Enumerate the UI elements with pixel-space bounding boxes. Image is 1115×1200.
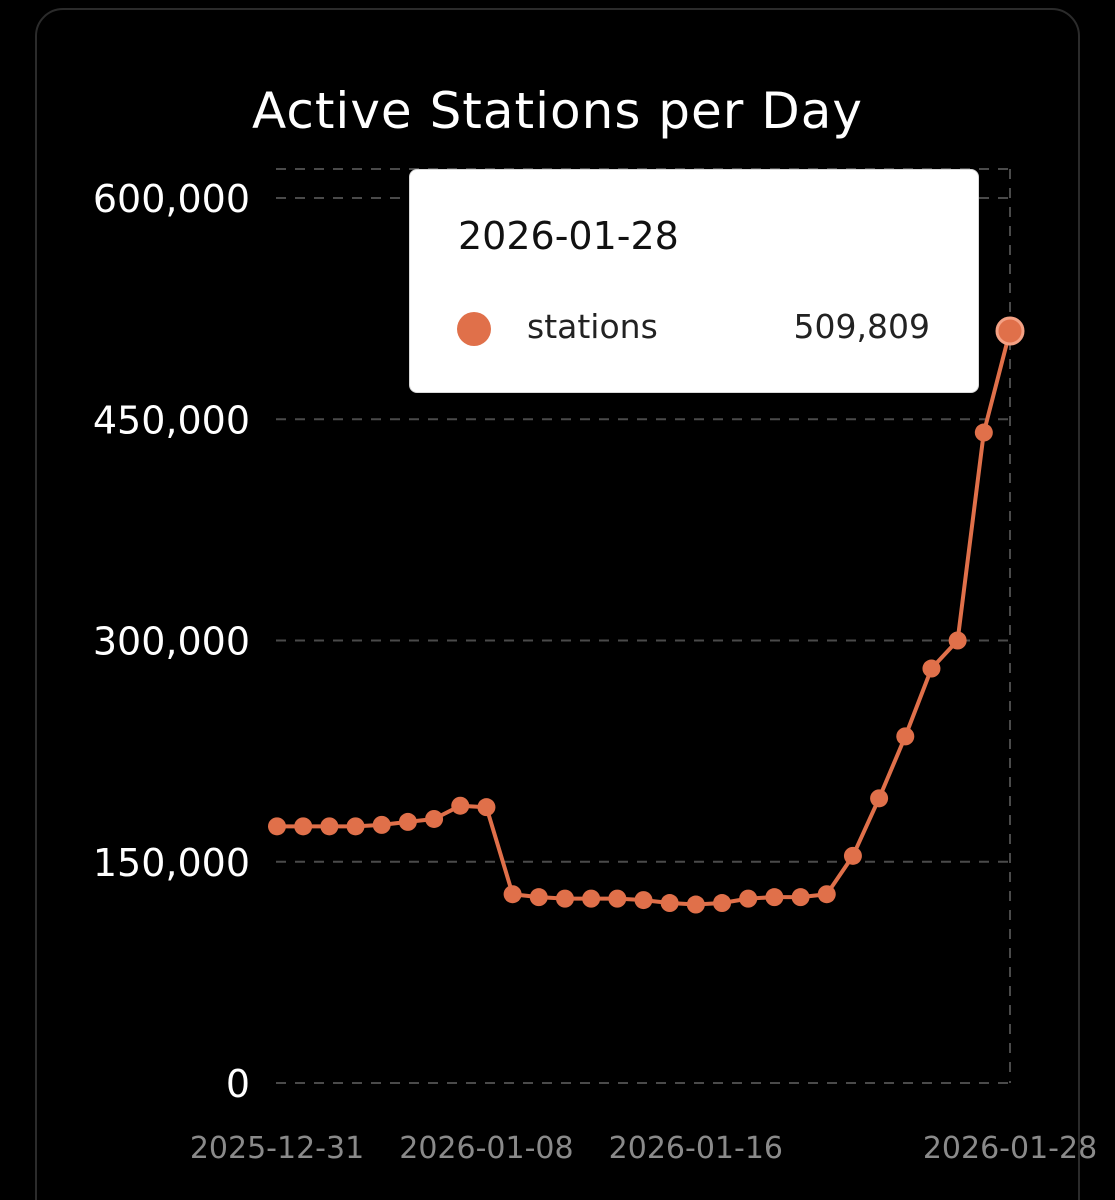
data-point[interactable] <box>739 889 758 908</box>
tooltip-value: 509,809 <box>793 307 930 346</box>
chart-tooltip: 2026-01-28 stations 509,809 <box>409 169 979 393</box>
data-point[interactable] <box>608 889 627 908</box>
x-tick-label: 2026-01-16 <box>609 1131 783 1166</box>
data-point[interactable] <box>555 889 574 908</box>
data-point[interactable] <box>713 894 732 913</box>
x-tick-label: 2026-01-08 <box>399 1131 573 1166</box>
data-point[interactable] <box>320 817 339 836</box>
data-point[interactable] <box>503 885 522 904</box>
data-point[interactable] <box>765 888 784 907</box>
tooltip-date: 2026-01-28 <box>458 214 679 258</box>
data-point[interactable] <box>268 817 286 836</box>
data-point[interactable] <box>398 812 417 831</box>
series-color-swatch <box>457 312 491 346</box>
chart-title: Active Stations per Day <box>252 82 863 140</box>
data-point[interactable] <box>791 888 810 907</box>
data-point[interactable] <box>922 659 941 678</box>
y-tick-label: 450,000 <box>93 398 250 442</box>
data-point[interactable] <box>529 888 548 907</box>
data-point[interactable] <box>372 815 391 834</box>
y-tick-label: 600,000 <box>93 177 250 221</box>
x-tick-label: 2026-01-28 <box>923 1131 1097 1166</box>
data-point[interactable] <box>582 889 601 908</box>
y-tick-label: 300,000 <box>93 620 250 664</box>
data-point[interactable] <box>425 809 444 828</box>
data-point[interactable] <box>817 885 836 904</box>
y-tick-label: 150,000 <box>93 841 250 885</box>
y-tick-label: 0 <box>226 1062 250 1106</box>
data-point[interactable] <box>686 895 705 914</box>
data-point[interactable] <box>948 631 967 650</box>
data-point[interactable] <box>974 423 993 442</box>
x-tick-label: 2025-12-31 <box>190 1131 364 1166</box>
data-point[interactable] <box>477 798 496 817</box>
data-point[interactable] <box>896 727 915 746</box>
data-point[interactable] <box>634 891 653 910</box>
data-point[interactable] <box>660 894 679 913</box>
tooltip-series-name: stations <box>527 307 658 346</box>
data-point[interactable] <box>294 817 313 836</box>
data-point[interactable] <box>346 817 365 836</box>
data-point[interactable] <box>843 846 862 865</box>
data-point[interactable] <box>451 796 470 815</box>
data-point[interactable] <box>870 789 889 808</box>
data-point-highlighted[interactable] <box>995 316 1025 346</box>
